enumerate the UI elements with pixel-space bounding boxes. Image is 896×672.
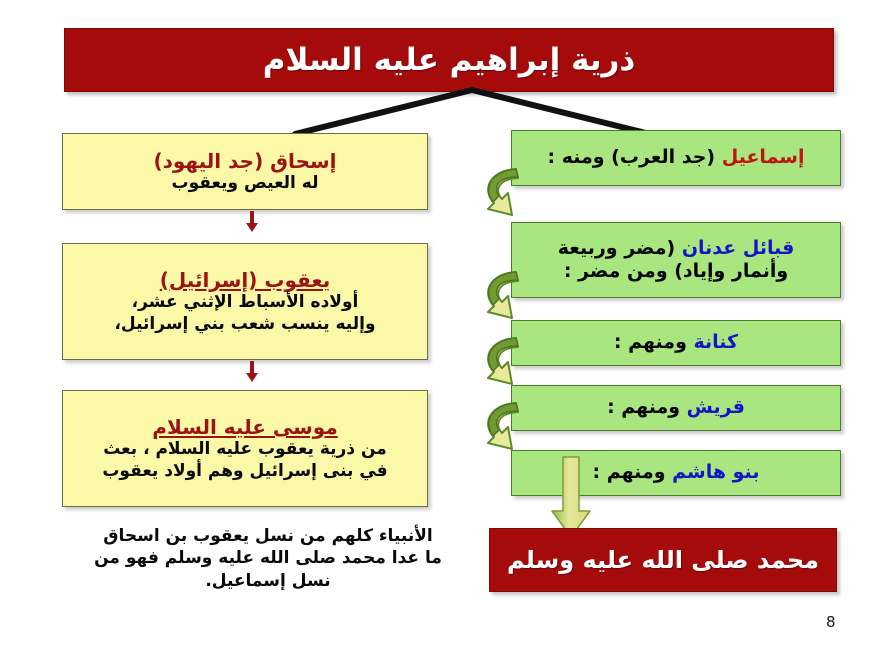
footnote-line-3: نسل إسماعيل. bbox=[205, 570, 331, 591]
right-box-ismail-line-1: إسماعيل (جد العرب) ومنه : bbox=[522, 146, 830, 169]
right-box-adnan[interactable]: قبائل عدنان (مضر وربيعة وأنمار وإياد) وم… bbox=[511, 222, 841, 298]
right-box-adnan-desc-b: وأنمار وإياد) ومن مضر : bbox=[563, 260, 789, 282]
left-box-ishaq-heading: إسحاق (جد اليهود) bbox=[153, 148, 337, 173]
right-box-banu-hashim-line-1: بنو هاشم ومنهم : bbox=[522, 461, 830, 484]
footnote: الأنبياء كلهم من نسل يعقوب بن اسحاق ما ع… bbox=[58, 525, 478, 592]
right-box-quraysh-line-1: قريش ومنهم : bbox=[522, 396, 830, 419]
right-box-kinana-line-1: كنانة ومنهم : bbox=[522, 331, 830, 354]
down-arrow-icon-large bbox=[551, 456, 591, 538]
left-box-yaqub-line-2: وإليه ينسب شعب بني إسرائيل، bbox=[114, 313, 376, 334]
right-box-kinana[interactable]: كنانة ومنهم : bbox=[511, 320, 841, 366]
left-box-musa[interactable]: موسى عليه السلام من ذرية يعقوب عليه السل… bbox=[62, 390, 428, 507]
right-box-ismail-name: إسماعيل bbox=[721, 146, 805, 169]
footnote-line-1: الأنبياء كلهم من نسل يعقوب بن اسحاق bbox=[103, 526, 433, 546]
right-box-ismail[interactable]: إسماعيل (جد العرب) ومنه : bbox=[511, 130, 841, 186]
right-box-adnan-name: قبائل عدنان bbox=[681, 236, 795, 259]
right-box-quraysh-desc: ومنهم : bbox=[607, 396, 687, 419]
right-box-quraysh-name: قريش bbox=[686, 396, 745, 419]
left-box-ishaq[interactable]: إسحاق (جد اليهود) له العيص ويعقوب bbox=[62, 133, 428, 210]
right-box-banu-hashim-name: بنو هاشم bbox=[672, 461, 760, 484]
branch-connector-icon bbox=[292, 87, 653, 136]
left-box-musa-line-2: في بنى إسرائيل وهم أولاد يعقوب bbox=[102, 460, 388, 481]
right-box-quraysh[interactable]: قريش ومنهم : bbox=[511, 385, 841, 431]
page-title: ذرية إبراهيم عليه السلام bbox=[262, 42, 636, 78]
right-box-adnan-desc-a: (مضر وربيعة bbox=[557, 236, 682, 259]
left-box-yaqub-line-1: أولاده الأسباط الإثني عشر، bbox=[131, 291, 359, 312]
result-box-label: محمد صلى الله عليه وسلم bbox=[506, 546, 820, 574]
left-box-musa-heading: موسى عليه السلام bbox=[152, 414, 338, 439]
result-box-muhammad[interactable]: محمد صلى الله عليه وسلم bbox=[489, 528, 837, 592]
footnote-line-2: ما عدا محمد صلى الله عليه وسلم فهو من bbox=[94, 548, 442, 569]
left-box-ishaq-line-1: له العيص ويعقوب bbox=[171, 172, 319, 193]
right-box-kinana-name: كنانة bbox=[693, 331, 739, 354]
page-number: 8 bbox=[826, 613, 836, 631]
right-box-banu-hashim-desc: ومنهم : bbox=[592, 461, 673, 484]
left-box-yaqub[interactable]: يعقوب (إسرائيل) أولاده الأسباط الإثني عش… bbox=[62, 243, 428, 360]
title-banner: ذرية إبراهيم عليه السلام bbox=[64, 28, 834, 92]
left-box-yaqub-heading: يعقوب (إسرائيل) bbox=[159, 267, 331, 292]
left-box-musa-line-1: من ذرية يعقوب عليه السلام ، بعث bbox=[103, 438, 387, 459]
right-box-kinana-desc: ومنهم : bbox=[613, 331, 694, 354]
right-box-adnan-line-1: قبائل عدنان (مضر وربيعة bbox=[522, 237, 830, 260]
right-box-ismail-desc: (جد العرب) ومنه : bbox=[547, 146, 722, 169]
